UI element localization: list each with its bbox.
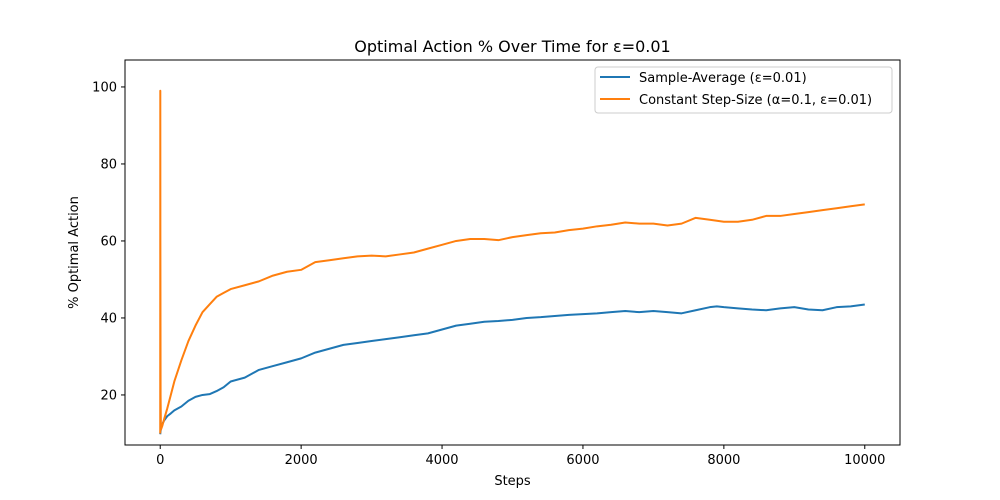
y-tick-label: 100 (92, 80, 117, 95)
x-axis-label: Steps (494, 474, 531, 489)
y-tick-label: 80 (100, 157, 117, 172)
legend-label-sample-average: Sample-Average (ε=0.01) (639, 71, 807, 86)
y-tick-label: 40 (100, 311, 117, 326)
y-tick-label: 20 (100, 388, 117, 403)
x-tick-label: 6000 (566, 453, 599, 468)
series-line-constant-step-size (159, 89, 865, 434)
series-line-sample-average (159, 303, 865, 435)
y-axis-label: % Optimal Action (67, 196, 82, 309)
x-tick-label: 2000 (285, 453, 318, 468)
legend-box (594, 66, 893, 114)
legend-label-constant-step-size: Constant Step-Size (α=0.1, ε=0.01) (639, 93, 872, 108)
y-tick-label: 60 (100, 234, 117, 249)
x-axis: 0 2000 4000 6000 8000 10000 (156, 445, 885, 468)
chart-title: Optimal Action % Over Time for ε=0.01 (354, 37, 670, 56)
plot-area (159, 89, 865, 435)
x-tick-label: 4000 (425, 453, 458, 468)
y-axis: 20 40 60 80 100 (92, 80, 125, 403)
x-tick-label: 0 (156, 453, 164, 468)
axes-frame (124, 59, 901, 446)
x-tick-label: 8000 (707, 453, 740, 468)
legend: Sample-Average (ε=0.01) Constant Step-Si… (594, 66, 893, 114)
x-tick-label: 10000 (844, 453, 885, 468)
